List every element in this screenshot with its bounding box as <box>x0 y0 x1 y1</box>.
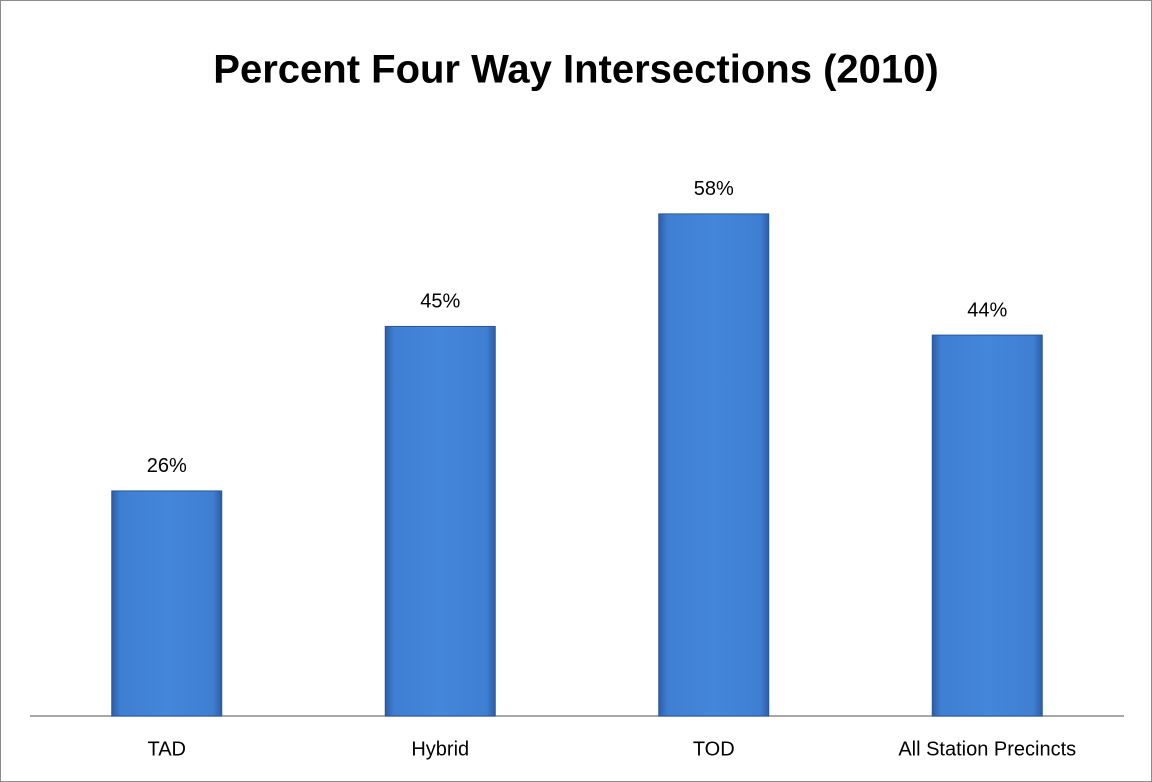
bar <box>931 334 1043 717</box>
x-tick-label: All Station Precincts <box>898 738 1076 760</box>
chart-title: Percent Four Way Intersections (2010) <box>213 48 938 92</box>
data-label: 44% <box>967 299 1007 321</box>
data-label: 26% <box>147 455 187 477</box>
bar <box>658 213 770 717</box>
data-label: 45% <box>420 291 460 313</box>
x-tick-label: Hybrid <box>411 738 469 760</box>
bar <box>111 490 223 717</box>
bar <box>384 325 496 717</box>
x-tick-label: TOD <box>693 738 735 760</box>
data-label: 58% <box>694 178 734 200</box>
x-tick-label: TAD <box>147 738 186 760</box>
